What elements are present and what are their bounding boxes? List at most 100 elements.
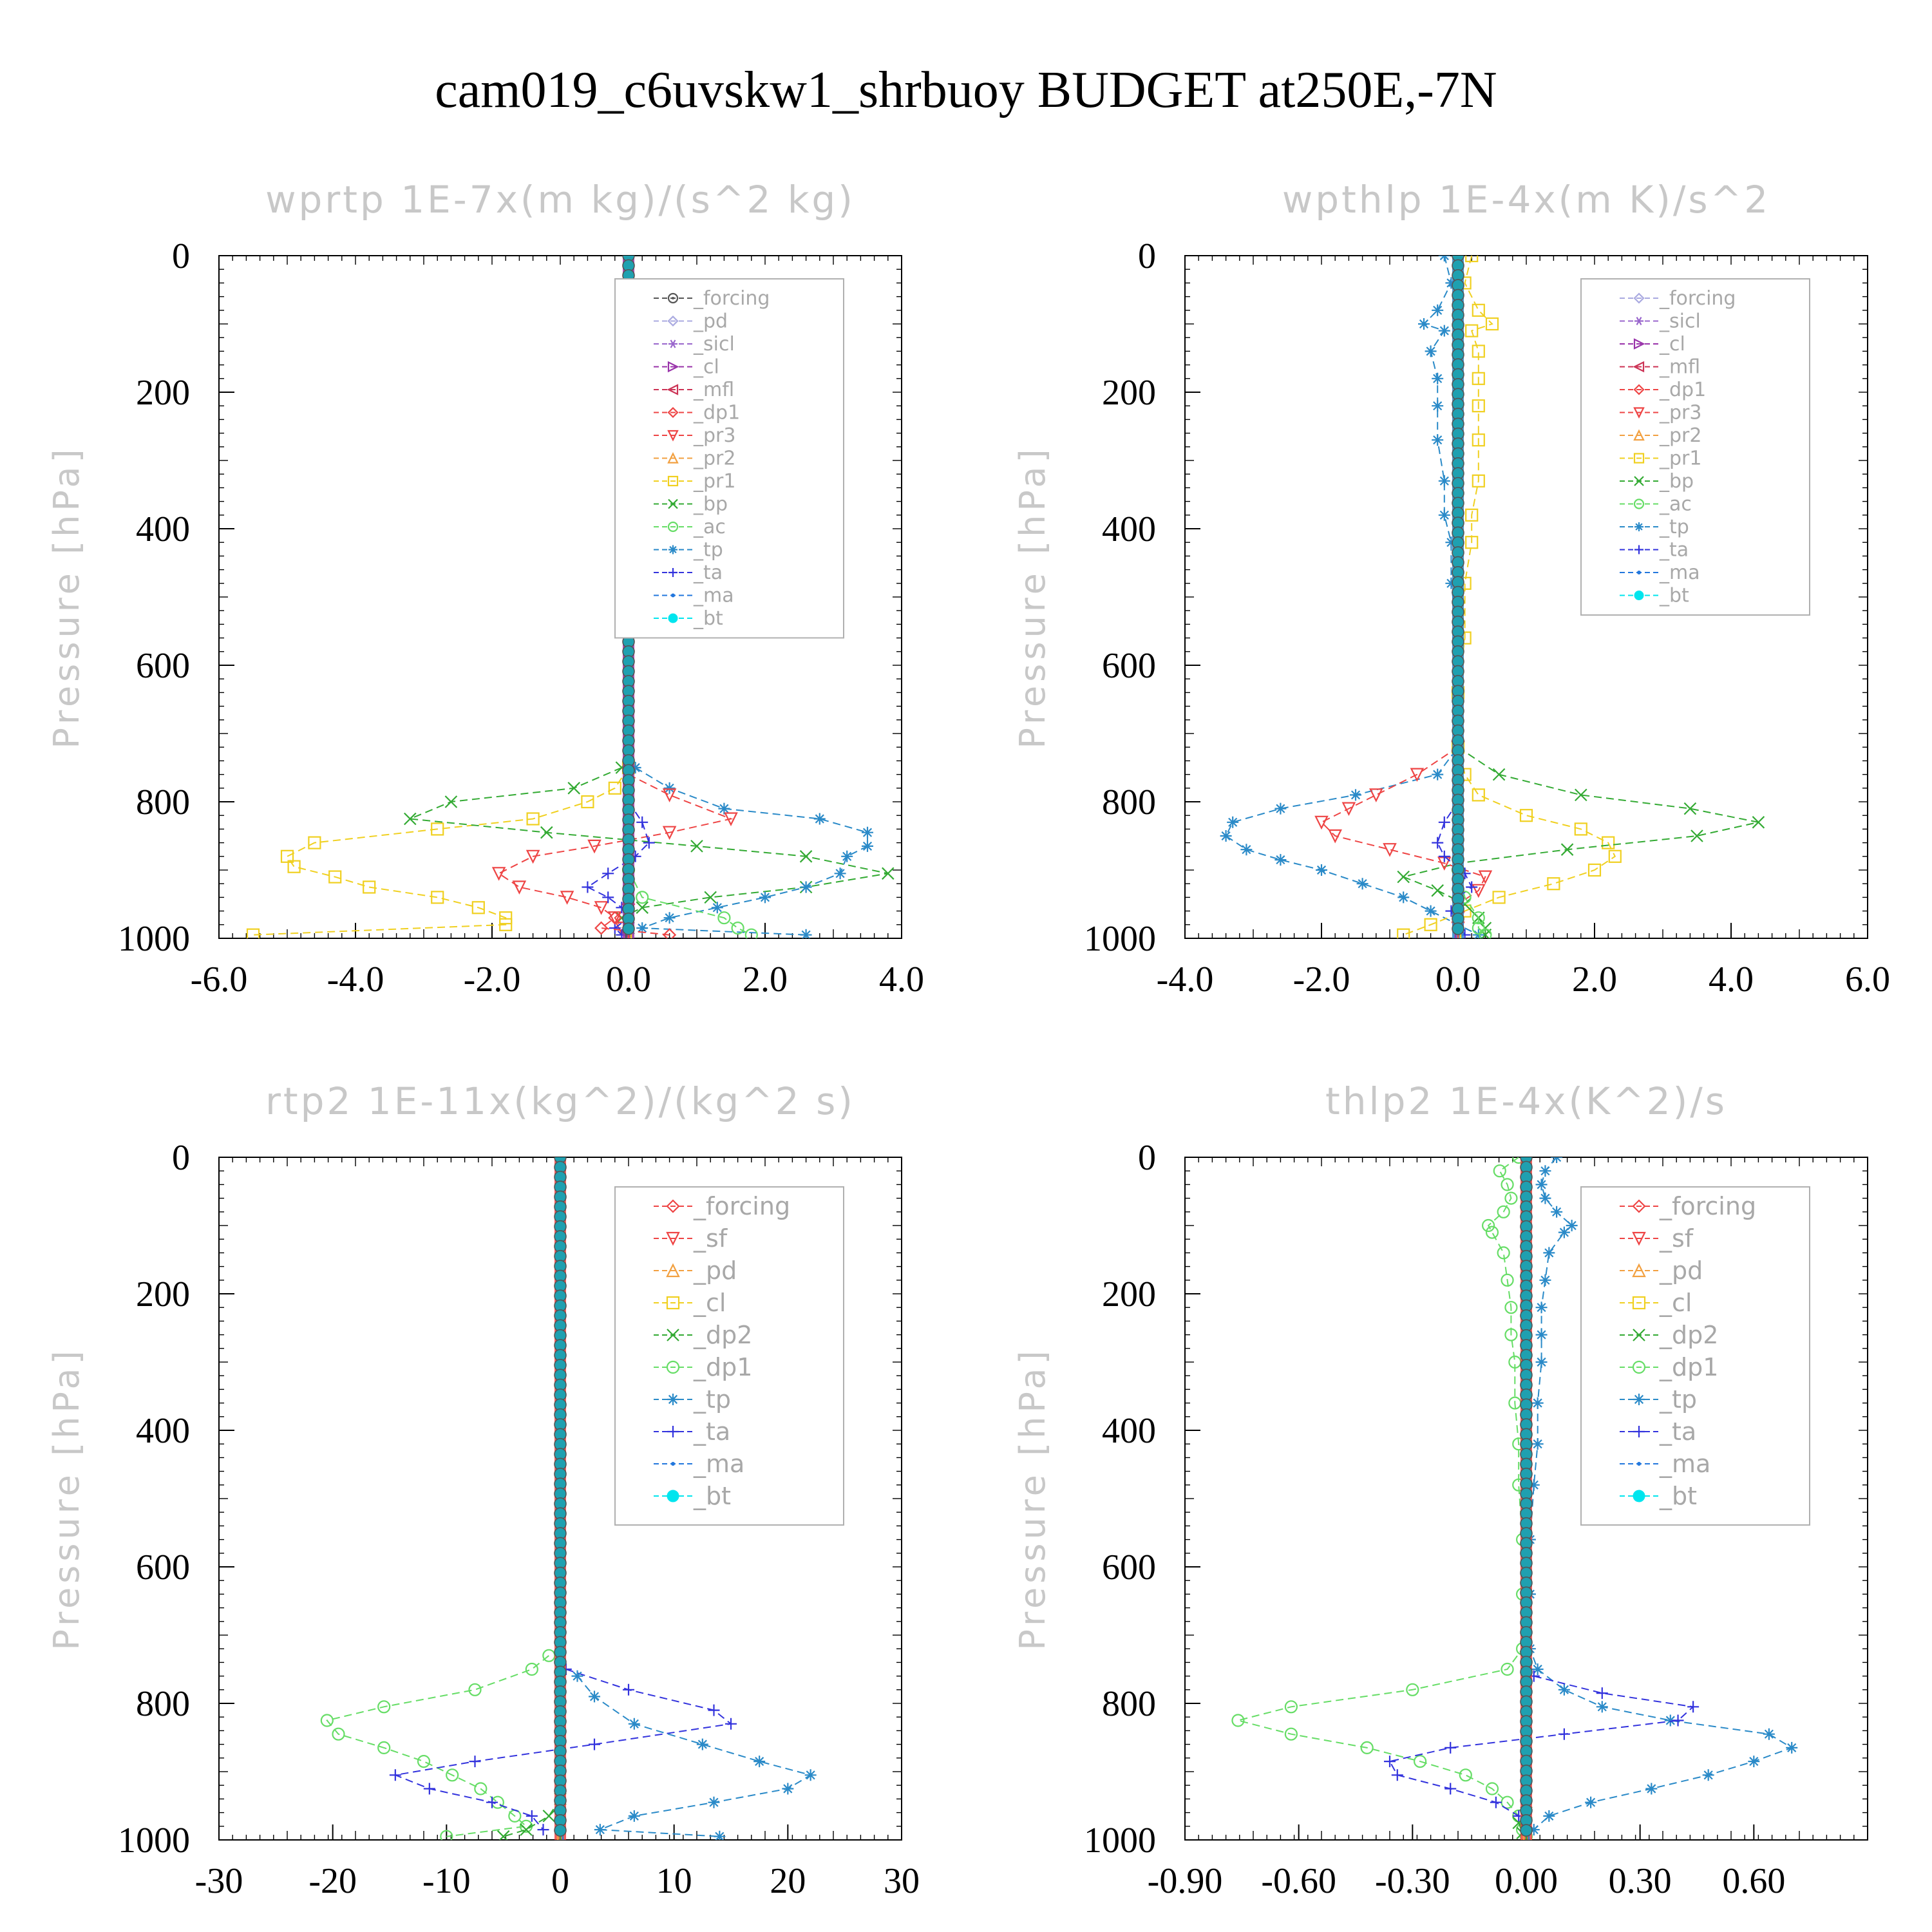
data-point [1472,911,1485,925]
legend-label: _pr1 [693,470,735,493]
data-point [520,1823,533,1836]
data-point [800,929,812,938]
data-point [377,1700,391,1714]
data-point [1466,881,1478,893]
x-tick-label: 20 [770,1861,806,1901]
data-point [1432,434,1444,446]
panel-title: wpthlp 1E-4x(m K)/s^2 [1282,178,1770,222]
data-point [1472,788,1485,802]
legend-item: _dp1 [1620,379,1706,401]
x-tick-label: 0.00 [1495,1861,1558,1901]
data-point [662,826,677,840]
legend-marker [667,521,679,533]
x-tick-label: 2.0 [1572,960,1617,999]
data-point [404,812,417,826]
legend-label: _bt [693,1482,731,1510]
legend-marker [667,430,679,442]
data-point [499,918,513,931]
data-point [708,1704,720,1716]
legend-marker [666,1296,680,1310]
data-point [581,795,594,809]
y-tick-label: 800 [136,782,190,822]
data-point [1501,1178,1514,1191]
plot-area [320,1157,817,1840]
data-point [628,1718,640,1730]
legend-marker [1633,407,1645,419]
data-point [1535,1329,1548,1341]
data-point [1752,816,1765,829]
y-tick-label: 1000 [118,1821,190,1861]
data-point [1479,928,1492,938]
y-tick-label: 200 [136,1274,190,1314]
data-point [731,921,744,935]
legend-marker [666,1231,680,1246]
data-point [1369,788,1383,802]
x-tick-label: 0 [551,1861,569,1901]
data-point [1472,929,1484,938]
data-point [804,1769,817,1781]
legend-item: _dp2 [654,1321,752,1349]
data-point [1493,1164,1506,1178]
legend-marker [667,1329,679,1341]
data-point [1492,891,1506,904]
legend-marker [1634,522,1643,531]
legend-item: _dp2 [1620,1321,1718,1349]
panel-thlp2: thlp2 1E-4x(K^2)/s Pressure [hPa] 0 200 400 6… [966,1063,1932,1932]
legend-marker [1633,1490,1645,1502]
y-tick-label: 200 [1102,1274,1156,1314]
chart-svg: rtp2 1E-11x(kg^2)/(kg^2 s) Pressure [hPa]… [46,1079,920,1901]
legend-label: _pd [693,1256,737,1285]
legend-marker [667,1394,679,1405]
legend-label: _tp [1659,516,1689,538]
data-point [287,860,301,873]
y-tick-label: 400 [1102,509,1156,549]
legend-label: _cl [1659,1289,1692,1317]
data-point [1341,802,1356,817]
y-tick-label: 200 [1102,373,1156,413]
x-tick-label: 0.0 [606,960,651,999]
data-point [1531,1397,1544,1409]
legend-marker [668,613,678,623]
data-point [1485,317,1499,331]
data-point [468,1683,482,1696]
data-point [1424,918,1437,931]
data-point [571,1670,583,1682]
y-tick-label: 400 [136,1411,190,1451]
legend-item: _tp [654,1385,731,1414]
legend-item: _ac [654,516,726,538]
x-tick-label: 0.30 [1609,1861,1672,1901]
data-point [512,880,527,895]
data-point [696,1738,708,1750]
data-point [628,1810,640,1822]
legend-marker [667,475,679,487]
y-tick-label: 400 [1102,1411,1156,1451]
data-point [1558,1226,1570,1238]
data-point [499,911,513,925]
legend-marker [1634,316,1643,326]
legend-label: _tp [693,539,723,562]
series-line [497,773,734,929]
legend-label: _ta [693,562,723,584]
data-point [759,891,771,904]
data-point [690,840,703,853]
legend-marker [667,361,679,373]
legend-marker [1633,384,1645,395]
data-point [1512,1157,1526,1164]
data-point [1432,400,1444,412]
data-point [1231,1714,1245,1727]
x-tick-label: -0.90 [1148,1861,1223,1901]
y-tick-label: 600 [136,1548,190,1587]
chart-svg: wpthlp 1E-4x(m K)/s^2 Pressure [hPa] 0 200 4… [1012,178,1890,999]
plot-area [1220,256,1765,938]
legend-label: _mfl [1659,356,1700,379]
legend-marker [667,1426,679,1437]
legend-label: _sf [1659,1224,1694,1253]
bt-point [622,922,635,935]
legend-marker [1633,1329,1645,1341]
data-point [328,870,342,884]
data-point [1465,256,1479,263]
data-point [587,839,601,854]
legend-item: _mfl [654,379,734,401]
x-tick-label: -30 [195,1861,243,1901]
legend-marker [1633,1394,1645,1405]
